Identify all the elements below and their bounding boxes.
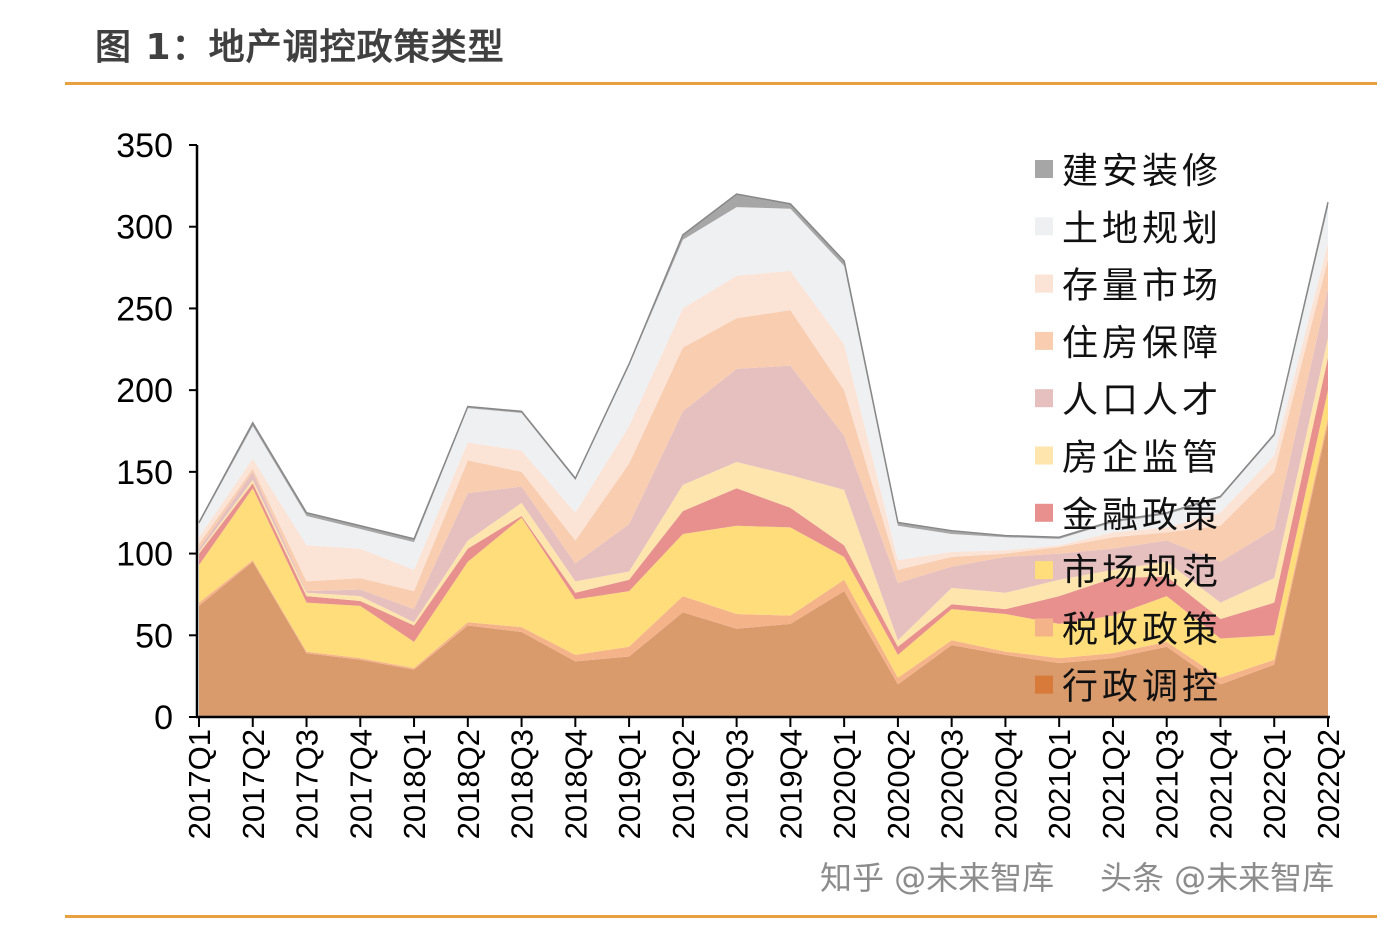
watermark-toutiao: 头条 @未来智库: [1100, 859, 1335, 897]
legend-swatch: [1035, 389, 1053, 408]
x-tick-label: 2020Q4: [988, 729, 1023, 839]
y-tick-label: 200: [116, 372, 173, 410]
legend-label: 金融政策: [1062, 495, 1222, 536]
legend-label: 行政调控: [1062, 667, 1222, 708]
x-tick-label: 2019Q4: [773, 729, 808, 839]
y-tick-label: 300: [116, 209, 173, 247]
x-tick-label: 2017Q2: [236, 729, 271, 839]
y-tick-label: 250: [116, 290, 173, 328]
x-tick-label: 2021Q2: [1096, 729, 1131, 839]
legend-label: 税收政策: [1062, 609, 1222, 650]
x-tick-label: 2022Q1: [1257, 729, 1292, 839]
x-tick-label: 2018Q2: [451, 729, 486, 839]
legend-swatch: [1035, 618, 1053, 637]
legend-label: 房企监管: [1062, 438, 1222, 479]
top-rule: [65, 82, 1377, 85]
x-tick-label: 2018Q3: [505, 729, 540, 839]
x-tick-label: 2018Q1: [397, 729, 432, 839]
area-series-6: [199, 288, 1328, 641]
area-series-5: [199, 337, 1328, 647]
x-tick-label: 2020Q1: [827, 729, 862, 839]
legend-swatch: [1035, 274, 1053, 293]
figure-title: 图 1：地产调控政策类型: [95, 27, 505, 68]
y-tick-label: 350: [116, 127, 173, 165]
x-tick-label: 2021Q3: [1150, 729, 1185, 839]
area-series-3: [199, 390, 1328, 678]
legend-label: 土地规划: [1062, 208, 1222, 249]
x-tick-label: 2019Q2: [666, 729, 701, 839]
area-series-4: [199, 357, 1328, 655]
y-tick-label: 0: [154, 699, 173, 737]
x-tick-label: 2018Q4: [558, 729, 593, 839]
x-tick-label: 2020Q2: [881, 729, 916, 839]
legend-swatch: [1035, 160, 1053, 178]
x-tick-label: 2019Q1: [612, 729, 647, 839]
x-tick-label: 2017Q4: [343, 729, 378, 839]
legend-label: 住房保障: [1062, 323, 1222, 364]
legend-label: 人口人才: [1062, 380, 1222, 421]
bottom-rule: [65, 915, 1377, 918]
x-tick-label: 2021Q1: [1042, 729, 1077, 839]
total-outline: [198, 193, 1329, 540]
legend-swatch: [1035, 561, 1053, 580]
x-tick-label: 2017Q3: [290, 729, 325, 839]
legend-swatch: [1035, 675, 1053, 694]
legend-swatch: [1035, 217, 1053, 236]
legend-label: 建安装修: [1062, 151, 1222, 192]
area-series-1: [199, 422, 1328, 717]
x-tick-label: 2021Q4: [1203, 729, 1238, 839]
y-tick-label: 50: [135, 617, 173, 655]
y-tick-label: 100: [116, 536, 173, 574]
legend-swatch: [1035, 503, 1053, 522]
legend-swatch: [1035, 446, 1053, 465]
legend-label: 市场规范: [1062, 552, 1222, 593]
x-tick-label: 2020Q3: [935, 729, 970, 839]
areas: [198, 193, 1329, 717]
axes: 0 50 100 150 200 250 300 350 2017Q1 2017Q2 2017Q3 2…: [116, 127, 1346, 839]
area-series-8: [199, 243, 1328, 592]
legend-swatch: [1035, 331, 1053, 350]
x-tick-label: 2019Q3: [720, 729, 755, 839]
x-tick-label: 2022Q2: [1311, 729, 1346, 839]
y-tick-label: 150: [116, 454, 173, 492]
watermark-zhihu: 知乎 @未来智库: [820, 859, 1055, 897]
area-series-9: [199, 207, 1328, 570]
area-series-7: [199, 259, 1328, 610]
x-tick-label: 2017Q1: [182, 729, 217, 839]
legend-label: 存量市场: [1062, 266, 1222, 307]
